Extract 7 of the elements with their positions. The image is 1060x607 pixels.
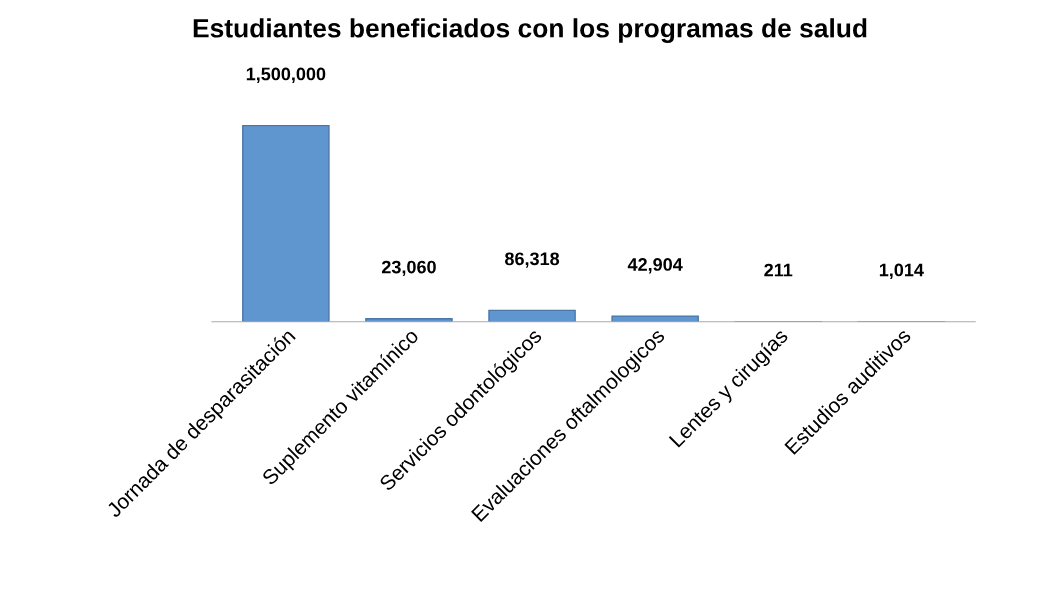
chart-title: Estudiantes beneficiados con los programas de salud (193, 18, 867, 43)
data-label: 42,904 (627, 258, 683, 274)
data-label: 86,318 (505, 252, 560, 268)
data-label: 1,014 (879, 263, 924, 279)
data-label: 1,500,000 (246, 67, 326, 83)
data-label: 23,060 (381, 260, 436, 277)
data-label: 211 (764, 263, 793, 277)
